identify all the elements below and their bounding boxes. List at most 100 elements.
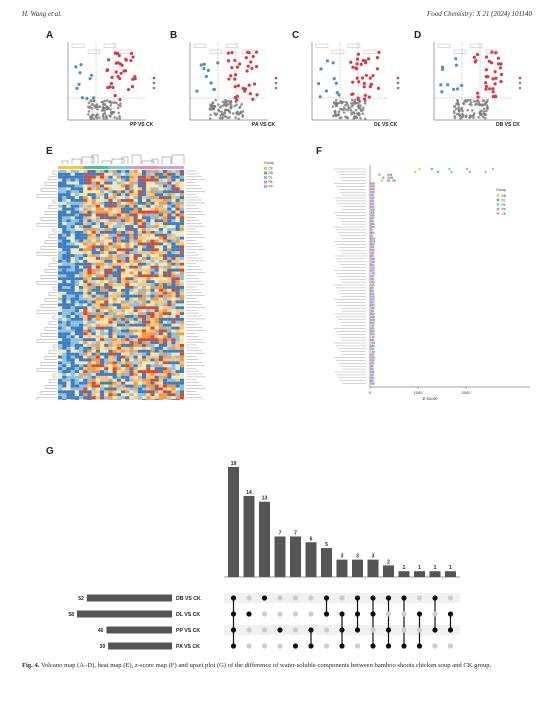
heatmap-cell [125, 364, 130, 368]
heatmap-cell [125, 213, 130, 217]
heatmap-cell [150, 381, 155, 385]
heatmap-cell [66, 233, 71, 237]
heatmap-cell [70, 332, 75, 336]
row-dendrogram-branch [44, 298, 57, 302]
zscore-point [371, 367, 374, 371]
heatmap-cell [142, 239, 147, 243]
heatmap-cell [142, 326, 147, 330]
heatmap-cell [129, 265, 134, 269]
heatmap-cell [95, 373, 101, 376]
zscore-point [371, 321, 374, 324]
heatmap-cell [95, 349, 101, 353]
heatmap-cell [66, 268, 71, 272]
heatmap-cell [146, 219, 151, 223]
heatmap-cell [179, 367, 185, 371]
heatmap-cell [74, 228, 80, 231]
heatmap-cell [91, 361, 96, 365]
heatmap-cell [137, 332, 143, 336]
heatmap-cell [95, 361, 101, 365]
heatmap-cell [116, 262, 122, 266]
matrix-dot-filled [385, 643, 392, 649]
heatmap-cell [108, 312, 113, 316]
heatmap-cell [91, 283, 96, 287]
heatmap-cell [108, 265, 113, 269]
heatmap-cell [91, 172, 96, 176]
volcano-point-ns [235, 103, 238, 107]
heatmap-cell [175, 384, 180, 388]
heatmap-cell [66, 199, 71, 202]
heatmap-cell [167, 251, 172, 255]
heatmap-cell [104, 303, 109, 307]
heatmap-cell [179, 277, 185, 281]
heatmap-cell [137, 254, 143, 258]
heatmap-cell [133, 297, 138, 301]
heatmap-cell [87, 367, 92, 371]
heatmap-cell [146, 320, 151, 324]
heatmap-cell [74, 344, 80, 347]
heatmap-cell [74, 262, 80, 266]
heatmap-cell [104, 320, 109, 324]
heatmap-cell [142, 219, 147, 223]
heatmap-cell [129, 300, 134, 304]
heatmap-cell [158, 387, 164, 391]
heatmap-cell [142, 329, 147, 333]
heatmap-cell [74, 283, 80, 287]
heatmap-cell [137, 274, 143, 278]
heatmap-cell [112, 341, 117, 345]
heatmap-cell [58, 297, 63, 301]
heatmap-cell [154, 364, 159, 368]
heatmap-cell [129, 236, 134, 240]
heatmap-cell [129, 172, 134, 176]
panel-label-f: F [316, 146, 323, 157]
heatmap-cell [95, 245, 101, 249]
heatmap-cell [125, 251, 130, 255]
row-dendrogram-branch [40, 188, 57, 192]
volcano-point-up [497, 62, 501, 66]
heatmap-cell [74, 303, 80, 307]
heatmap-cell [62, 172, 67, 176]
heatmap-cell [100, 341, 105, 345]
heatmap-cell [116, 346, 122, 350]
heatmap-cell [133, 251, 138, 255]
heatmap-cell [108, 306, 113, 310]
heatmap-cell [108, 213, 113, 217]
heatmap-cell [58, 346, 63, 350]
zscore-point [371, 356, 375, 359]
heatmap-cell [108, 355, 113, 359]
heatmap-cell [146, 393, 151, 397]
heatmap-cell [150, 259, 155, 263]
heatmap-cell [167, 346, 172, 350]
heatmap-cell [108, 367, 113, 371]
heatmap-cell [58, 210, 63, 214]
heatmap-cell [154, 257, 159, 260]
heatmap-cell [100, 390, 105, 394]
heatmap-cell [171, 320, 176, 324]
matrix-dot-empty [339, 595, 345, 601]
heatmap-cell [167, 242, 172, 246]
heatmap-cell [179, 320, 185, 324]
heatmap-cell [137, 201, 143, 205]
heatmap-cell [171, 233, 176, 237]
zscore-point [370, 370, 373, 374]
heatmap-cell [100, 199, 105, 202]
heatmap-cell [70, 225, 75, 229]
heatmap-cell [79, 390, 84, 394]
volcano-point-ns [466, 98, 470, 102]
heatmap-cell [150, 268, 155, 272]
heatmap-cell [66, 239, 71, 243]
zscore-point [372, 205, 375, 208]
heatmap-cell [158, 239, 164, 243]
heatmap-cell [163, 204, 168, 208]
heatmap-cell [112, 370, 117, 374]
heatmap-cell [74, 196, 80, 200]
heatmap-cell [104, 306, 109, 310]
heatmap-cell [74, 288, 80, 292]
volcano-point-ns [218, 116, 222, 120]
heatmap-cell [62, 384, 67, 388]
volcano-point-down [202, 62, 206, 66]
heatmap-cell [175, 286, 180, 289]
heatmap-cell [121, 268, 126, 272]
annotation-box [119, 49, 133, 54]
heatmap-cell [104, 233, 109, 237]
